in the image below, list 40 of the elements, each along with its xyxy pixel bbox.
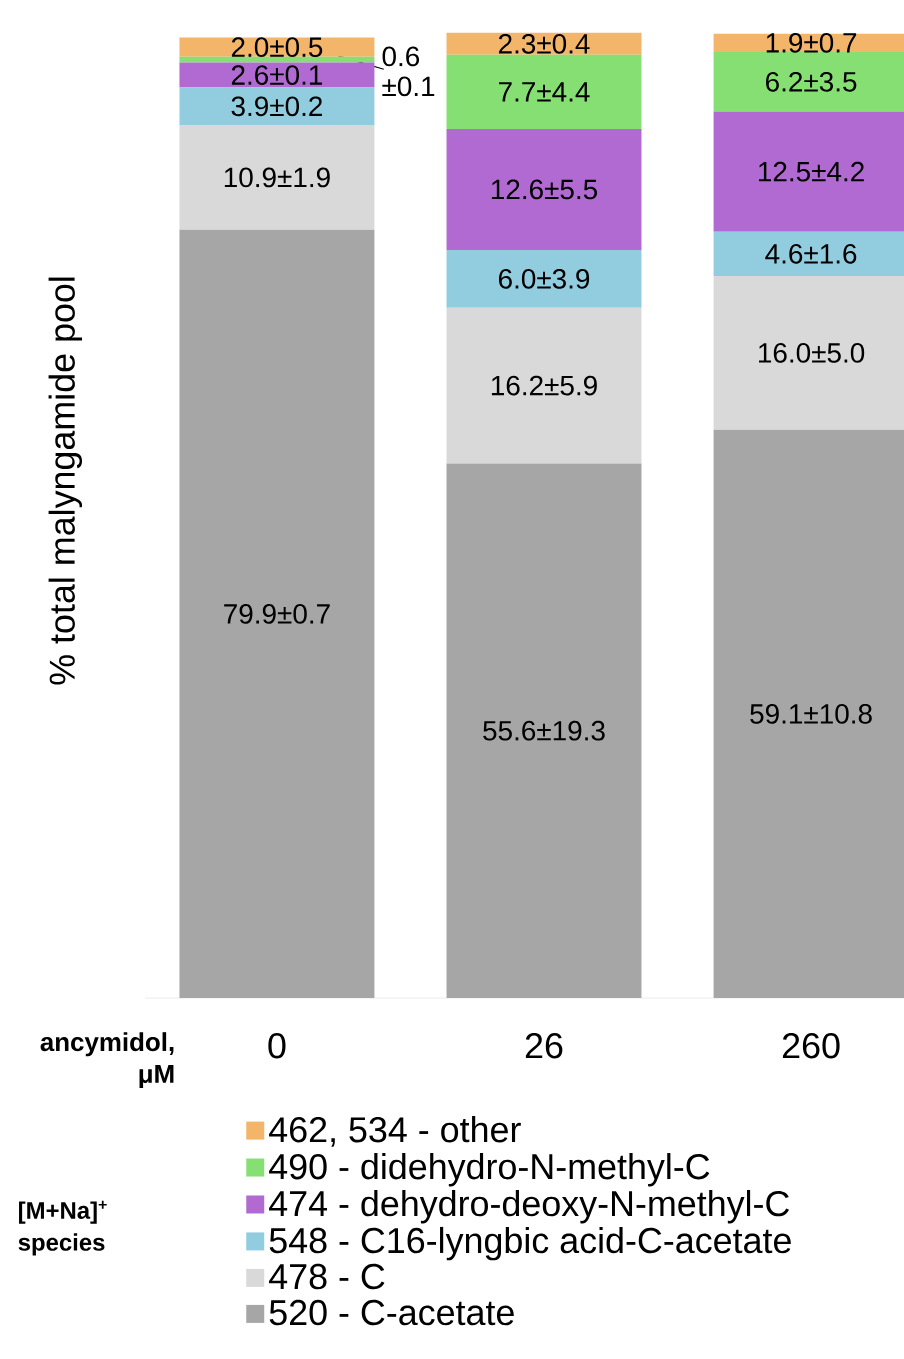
bar (179, 125, 375, 230)
bar (446, 54, 642, 129)
legend-label: 520 - C-acetate (269, 1299, 514, 1326)
legend-label: 478 - C (269, 1263, 385, 1290)
legend-label: 462, 534 - other (269, 1116, 521, 1147)
data-label: 1.9±0.7 (766, 32, 857, 53)
data-label: 12.5±4.2 (759, 161, 864, 182)
bar (179, 229, 375, 998)
legend-label: 490 - didehydro-N-methyl-C (269, 1153, 710, 1187)
data-label: 12.6±5.5 (491, 179, 598, 200)
legend-label: 548 - C16-lyngbic acid-C-acetate (269, 1226, 791, 1261)
x-tick-label: 26 (525, 1033, 563, 1059)
bar (179, 56, 375, 63)
text: [M+Na]$^{+}$ species (18, 1200, 107, 1256)
bar (446, 128, 642, 251)
data-label: 7.7±4.4 (499, 82, 590, 102)
data-label: 4.6±1.6 (765, 243, 857, 264)
data-label: 0.6 ±0.1 (382, 46, 435, 97)
data-label: 16.2±5.9 (491, 375, 597, 396)
data-label: 2.3±0.4 (498, 33, 590, 54)
bar (446, 463, 642, 998)
legend-label: 474 - dehydro-deoxy-N-methyl-C (269, 1189, 790, 1224)
data-label: 59.1±10.8 (750, 704, 872, 724)
data-label: 2.0±0.5 (231, 37, 323, 58)
data-label: 10.9±1.9 (224, 167, 330, 188)
bar (179, 62, 375, 88)
y-axis-title: % total malyngamide pool (48, 277, 83, 685)
data-label: 16.0±5.0 (759, 343, 865, 363)
bar (446, 307, 642, 464)
data-label: 55.6±19.3 (483, 720, 605, 741)
x-tick-label: 260 (782, 1033, 840, 1059)
data-label: 3.9±0.2 (231, 96, 322, 117)
data-label: 79.9±0.7 (224, 604, 330, 624)
data-label: 6.0±3.9 (498, 268, 590, 289)
x-tick-label: 0 (268, 1033, 286, 1059)
bar (179, 87, 375, 126)
x-axis-title: ancymidol, μM (40, 1032, 174, 1089)
bar (446, 250, 642, 308)
data-label: 2.6±0.1 (231, 65, 323, 85)
data-label: 6.2±3.5 (766, 71, 857, 92)
